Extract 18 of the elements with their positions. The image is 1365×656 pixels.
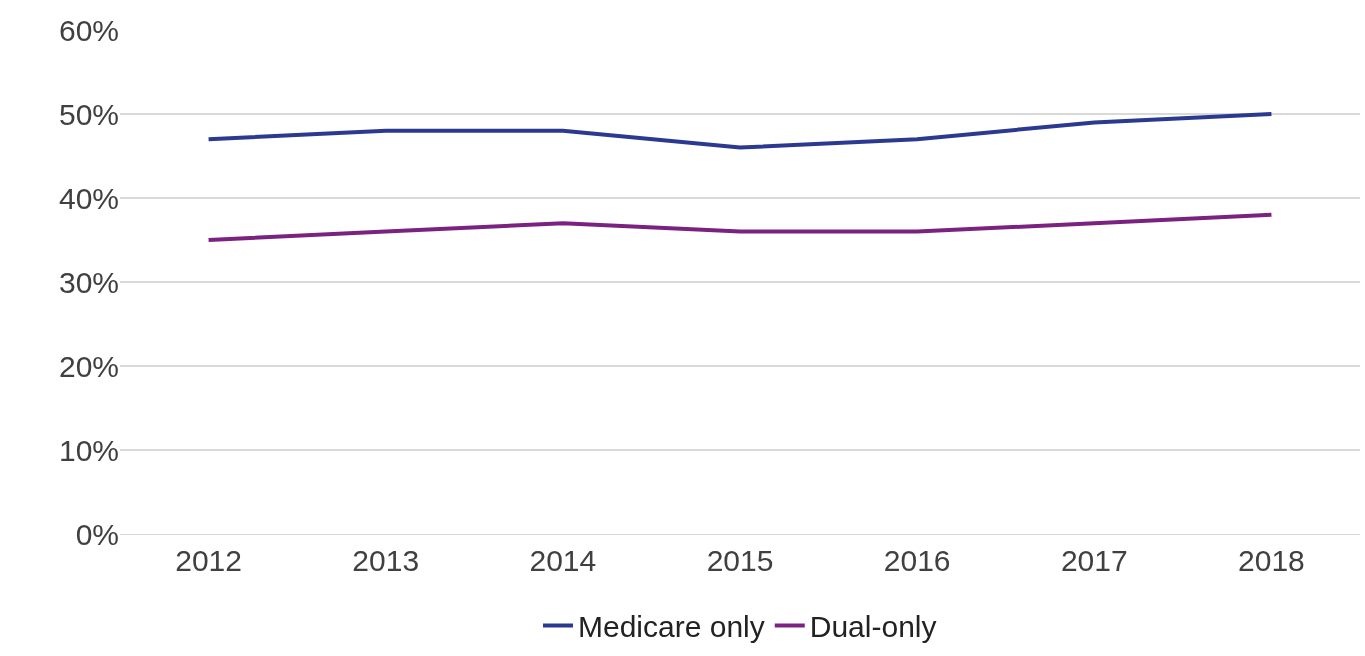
y-tick-label: 20% xyxy=(58,349,119,383)
y-tick-label: 30% xyxy=(58,265,119,299)
y-tick-label: 60% xyxy=(58,13,119,47)
legend-label: Dual-only xyxy=(809,610,937,644)
y-tick-label: 10% xyxy=(58,433,119,467)
line-series xyxy=(206,112,1274,150)
x-tick-label: 2015 xyxy=(706,544,774,577)
x-tick-label: 2017 xyxy=(1060,544,1128,577)
y-tick-label: 40% xyxy=(58,181,119,215)
y-tick-label: 0% xyxy=(75,517,119,551)
x-tick-label: 2013 xyxy=(352,544,420,577)
x-tick-label: 2014 xyxy=(529,544,597,577)
x-tick-label: 2016 xyxy=(883,544,951,577)
x-tick-label: 2012 xyxy=(175,544,242,577)
legend-label: Medicare only xyxy=(578,610,765,644)
y-tick-label: 50% xyxy=(58,97,119,131)
line-series xyxy=(206,212,1274,242)
x-tick-label: 2018 xyxy=(1238,544,1305,577)
